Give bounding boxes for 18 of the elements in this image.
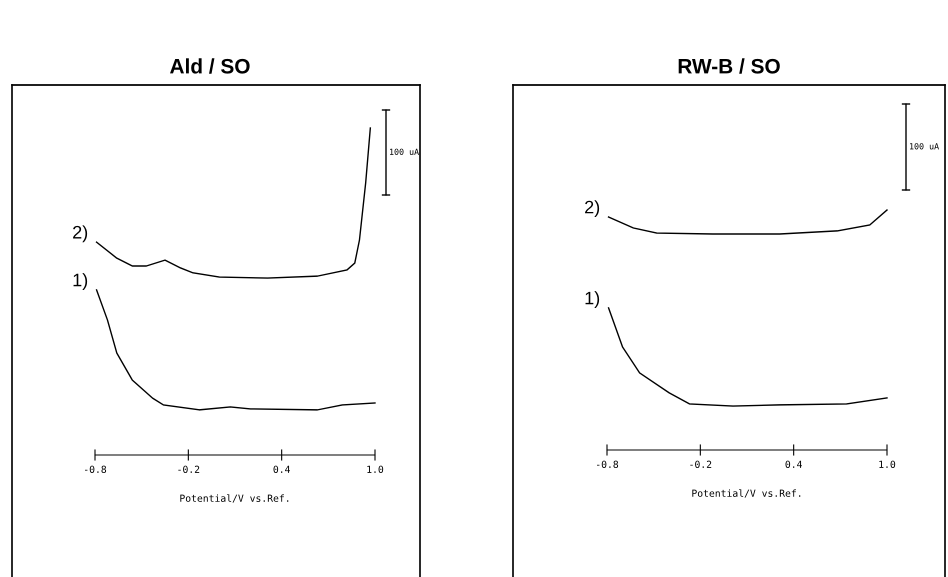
x-tick-label: 1.0 xyxy=(879,460,896,468)
x-tick-label: -0.2 xyxy=(178,466,200,473)
x-tick-label: 1.0 xyxy=(367,466,384,473)
series-label: 2) xyxy=(585,200,600,218)
text: 100 uA xyxy=(390,148,419,155)
x-tick-label: -0.2 xyxy=(690,460,712,468)
text: 100 uA xyxy=(910,143,939,150)
x-tick-label: 0.4 xyxy=(274,466,290,473)
x-axis-title: Potential/V vs.Ref. xyxy=(692,489,800,498)
chart-title: RW-B / SO xyxy=(678,58,780,74)
x-tick-label: -0.8 xyxy=(596,460,618,468)
series-label: 1) xyxy=(74,273,88,290)
x-tick-label: 0.4 xyxy=(786,460,802,468)
series-label: 2) xyxy=(73,225,88,242)
x-tick-label: -0.8 xyxy=(84,466,106,473)
x-axis-title: Potential/V vs.Ref. xyxy=(180,494,288,503)
chart-title: Ald / SO xyxy=(170,58,250,74)
series-label: 1) xyxy=(586,291,600,308)
